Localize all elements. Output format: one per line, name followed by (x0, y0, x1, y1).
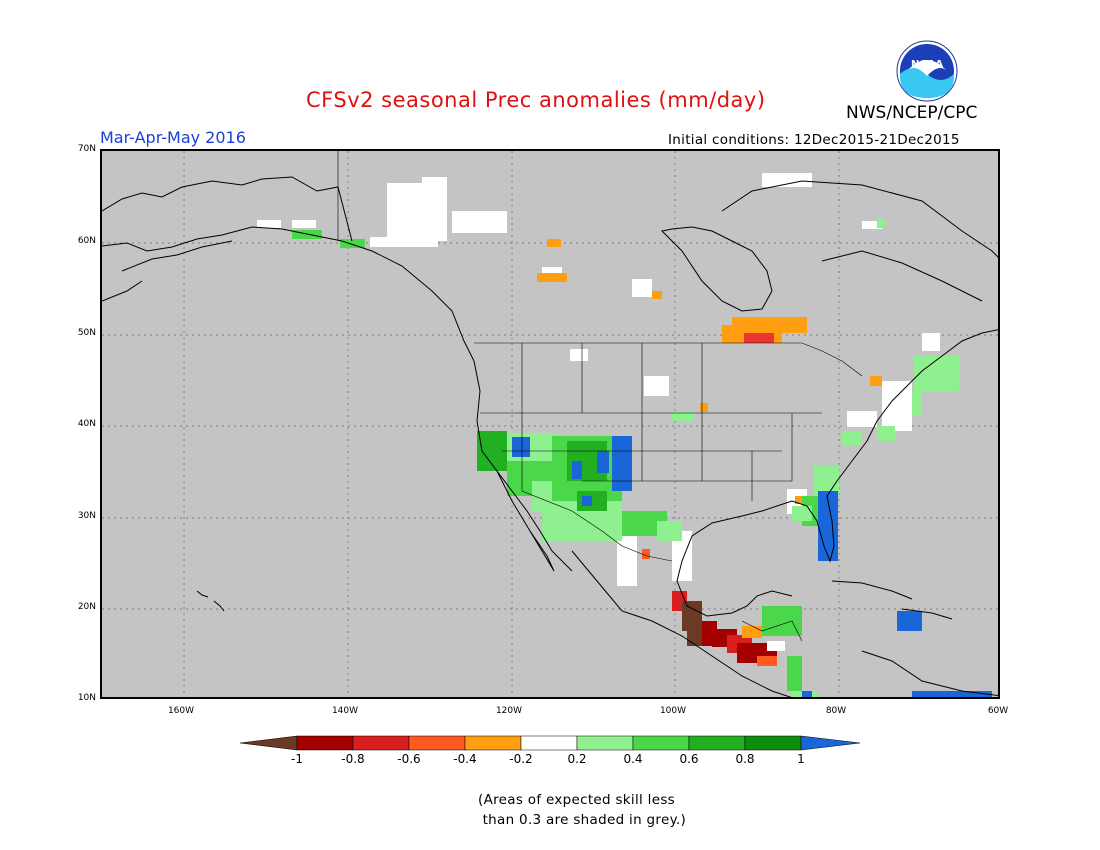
lon-label-120w: 120W (495, 706, 523, 716)
lon-label-100w: 100W (659, 706, 687, 716)
season-label: Mar-Apr-May 2016 (100, 128, 246, 147)
svg-text:NOAA: NOAA (911, 59, 943, 70)
colorbar (240, 735, 860, 751)
lon-label-140w: 140W (331, 706, 359, 716)
lat-label-70n: 70N (77, 144, 96, 154)
colorbar-tick: -0.2 (509, 752, 533, 766)
coastlines (102, 176, 998, 697)
political-borders (337, 151, 863, 642)
colorbar-tick: 0.6 (679, 752, 699, 766)
lat-label-20n: 20N (77, 602, 96, 612)
lon-label-160w: 160W (167, 706, 195, 716)
colorbar-tick: 0.8 (735, 752, 755, 766)
colorbar-tick: -0.4 (453, 752, 477, 766)
precip-anomaly-map (100, 149, 1000, 699)
lat-label-40n: 40N (77, 419, 96, 429)
colorbar-tick: -1 (291, 752, 303, 766)
lat-label-50n: 50N (77, 328, 96, 338)
lat-label-30n: 30N (77, 511, 96, 521)
lon-label-80w: 80W (825, 706, 847, 716)
colorbar-tick: -0.8 (341, 752, 365, 766)
organization-label: NWS/NCEP/CPC (846, 103, 978, 123)
lat-label-10n: 10N (77, 693, 96, 703)
map-title: CFSv2 seasonal Prec anomalies (mm/day) (306, 88, 766, 112)
noaa-logo: NOAA (896, 40, 958, 102)
lat-label-60n: 60N (77, 236, 96, 246)
colorbar-tick: -0.6 (397, 752, 421, 766)
anomaly-cells (257, 173, 992, 697)
colorbar-tick: 0.4 (623, 752, 643, 766)
colorbar-tick: 1 (797, 752, 805, 766)
initial-conditions-label: Initial conditions: 12Dec2015-21Dec2015 (668, 132, 960, 148)
colorbar-tick: 0.2 (567, 752, 587, 766)
skill-note: (Areas of expected skill less than 0.3 a… (478, 792, 687, 828)
lon-label-60w: 60W (987, 706, 1009, 716)
